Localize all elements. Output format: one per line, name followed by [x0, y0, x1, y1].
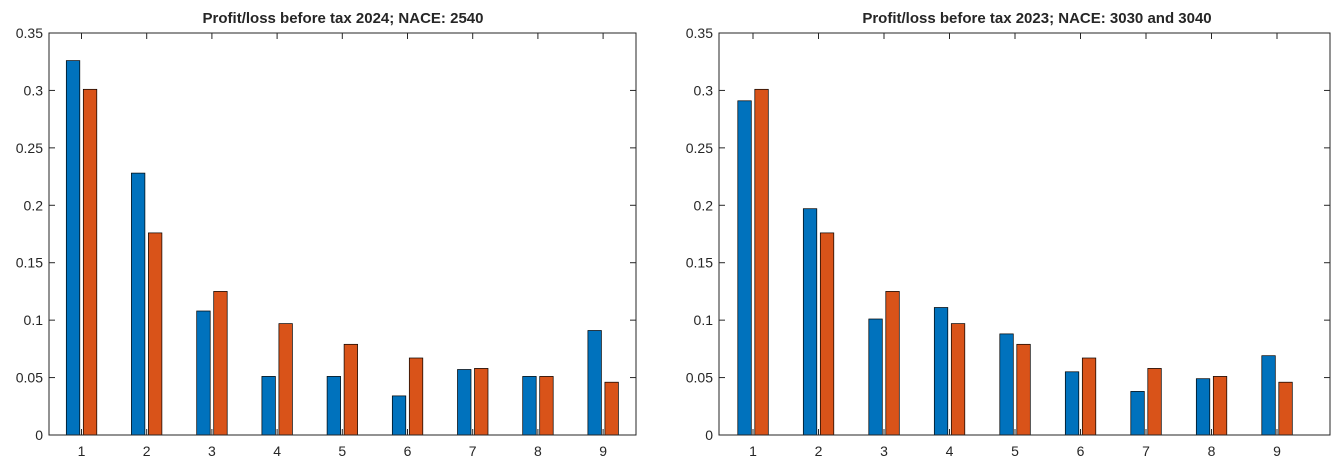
- axes-box: [718, 32, 1331, 436]
- y-tick-label: 0.15: [16, 255, 43, 271]
- bar-series-2-cat-2: [148, 232, 163, 436]
- bar-series-1-cat-5: [326, 376, 341, 436]
- x-tick-label: 3: [880, 443, 888, 459]
- x-tick-label: 3: [208, 443, 216, 459]
- bar-series-2-cat-7: [474, 368, 489, 436]
- x-tick-label: 5: [338, 443, 346, 459]
- bar-chart-left: Profit/loss before tax 2024; NACE: 2540 …: [16, 10, 637, 459]
- bar-series-2-cat-3: [213, 291, 228, 436]
- x-tick-label: 4: [273, 443, 281, 459]
- x-tick-label: 5: [1011, 443, 1019, 459]
- x-tick-label: 6: [404, 443, 412, 459]
- y-tick-label: 0.3: [694, 82, 714, 98]
- y-tick-label: 0.05: [16, 370, 43, 386]
- bar-series-1-cat-4: [933, 307, 949, 436]
- bar-series-2-cat-6: [408, 357, 424, 436]
- bar-series-1-cat-5: [999, 333, 1014, 436]
- bar-series-1-cat-1: [737, 100, 752, 436]
- x-tick-label: 8: [534, 443, 542, 459]
- bar-series-1-cat-6: [391, 395, 407, 436]
- bar-series-1-cat-1: [65, 60, 81, 436]
- y-tick-label: 0.25: [686, 140, 713, 156]
- bar-series-1-cat-4: [261, 376, 276, 436]
- y-tick-label: 0.05: [686, 370, 713, 386]
- x-tick-label: 7: [1142, 443, 1150, 459]
- x-tick-label: 2: [143, 443, 151, 459]
- x-tick-label: 7: [469, 443, 477, 459]
- x-tick-label: 1: [749, 443, 757, 459]
- bar-series-2-cat-4: [950, 323, 966, 436]
- x-tick-label: 6: [1077, 443, 1085, 459]
- x-tick-label: 4: [946, 443, 954, 459]
- bar-series-1-cat-6: [1064, 371, 1080, 436]
- bar-series-2-cat-1: [754, 88, 769, 436]
- bar-series-2-cat-7: [1147, 368, 1162, 436]
- bar-series-1-cat-7: [457, 369, 472, 436]
- bar-series-2-cat-1: [82, 88, 98, 436]
- bar-series-1-cat-3: [868, 318, 883, 436]
- y-tick-label: 0.1: [694, 312, 714, 328]
- bar-series-2-cat-6: [1081, 357, 1097, 436]
- y-tick-label: 0.35: [16, 25, 43, 41]
- bar-series-1-cat-2: [802, 208, 818, 436]
- bar-series-1-cat-8: [522, 376, 537, 436]
- bar-series-1-cat-9: [1261, 355, 1276, 436]
- bar-series-1-cat-3: [196, 310, 211, 436]
- y-tick-label: 0.2: [694, 197, 714, 213]
- bar-series-1-cat-7: [1130, 391, 1145, 436]
- x-tick-label: 1: [78, 443, 86, 459]
- bar-series-2-cat-9: [1278, 381, 1293, 436]
- bar-series-2-cat-8: [1212, 376, 1228, 436]
- bar-series-1-cat-2: [131, 172, 146, 436]
- y-tick-label: 0.2: [24, 197, 44, 213]
- bar-series-1-cat-8: [1195, 378, 1211, 436]
- x-tick-label: 9: [1273, 443, 1281, 459]
- y-tick-label: 0.1: [24, 312, 44, 328]
- bar-series-2-cat-4: [278, 323, 293, 436]
- bar-series-2-cat-2: [819, 232, 835, 436]
- y-tick-label: 0: [35, 427, 43, 443]
- bar-chart-right: Profit/loss before tax 2023; NACE: 3030 …: [686, 10, 1331, 459]
- bar-series-2-cat-9: [604, 381, 619, 436]
- bar-series-2-cat-8: [539, 376, 554, 436]
- bar-series-2-cat-5: [343, 343, 358, 436]
- plot-area: [49, 33, 636, 435]
- y-tick-label: 0.3: [24, 82, 44, 98]
- y-tick-label: 0.25: [16, 140, 43, 156]
- x-tick-label: 9: [599, 443, 607, 459]
- y-tick-label: 0: [705, 427, 713, 443]
- bar-series-2-cat-3: [885, 291, 900, 436]
- y-tick-label: 0.35: [686, 25, 713, 41]
- x-tick-label: 2: [815, 443, 823, 459]
- bar-series-1-cat-9: [587, 330, 602, 436]
- chart-title: Profit/loss before tax 2023; NACE: 3030 …: [862, 10, 1211, 27]
- chart-title: Profit/loss before tax 2024; NACE: 2540: [203, 10, 484, 27]
- x-tick-label: 8: [1208, 443, 1216, 459]
- bar-series-2-cat-5: [1016, 343, 1031, 436]
- y-tick-label: 0.15: [686, 255, 713, 271]
